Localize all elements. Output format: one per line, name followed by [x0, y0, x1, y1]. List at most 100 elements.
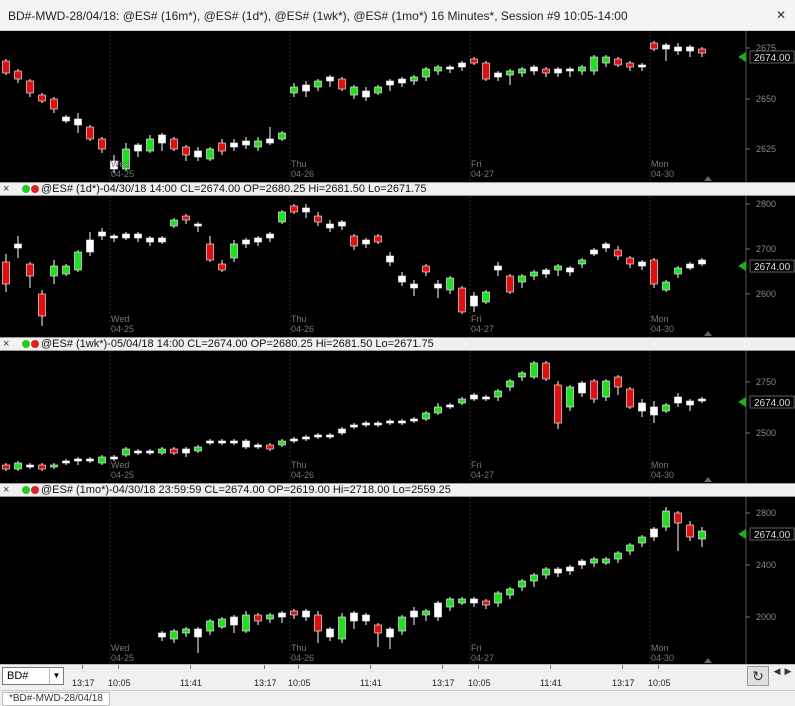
candle-body [278, 132, 286, 140]
window-title: BD#-MWD-28/04/18: @ES# (16m*), @ES# (1d*… [8, 9, 628, 23]
status-bar: *BD#-MWD-28/04/18 [0, 690, 795, 706]
candle-body [62, 460, 70, 464]
candle-body [434, 283, 442, 289]
pane-header-monthly[interactable]: × @ES# (1mo*)-04/30/18 23:59:59 CL=2674.… [0, 483, 795, 497]
candle-body [446, 66, 454, 70]
chart-svg: 2800240020002674.00Wed04-25Thu04-26Fri04… [109, 497, 795, 664]
candle-body [614, 376, 622, 388]
candle-body [314, 434, 322, 438]
candle-body [662, 510, 670, 528]
close-icon[interactable]: × [3, 484, 10, 496]
candle-body [374, 235, 382, 243]
candle-body [614, 552, 622, 560]
date-label: 04-26 [291, 470, 314, 480]
chart-pane-monthly[interactable]: 2800 2400 2000 2674.00 Wed 04-25 Thu 04-26 Fri 04… [0, 497, 795, 664]
candle-body [314, 614, 322, 632]
close-icon[interactable]: × [3, 338, 10, 350]
close-icon[interactable]: × [3, 183, 10, 195]
candle-body [2, 464, 10, 470]
chart-svg: 2675265026252674.00Wed04-25Thu04-26Fri04… [2, 31, 795, 182]
candle-body [554, 568, 562, 574]
candle-body [170, 448, 178, 454]
candle-body [170, 630, 178, 640]
candle-body [314, 215, 322, 223]
axis-tick-label: 2650 [756, 94, 776, 104]
candle-body [50, 98, 58, 110]
candle-body [326, 223, 334, 229]
time-axis[interactable]: 13:17 10:05 11:41 13:17 10:05 11:41 13:17 10:05… [0, 664, 795, 690]
pane-header-text: @ES# (1wk*)-05/04/18 14:00 CL=2674.00 OP… [41, 338, 434, 350]
day-label: Mon [651, 159, 669, 169]
scroll-right-icon[interactable]: ▶ [784, 666, 792, 676]
symbol-select[interactable]: BD# ▼ [2, 667, 64, 685]
candle-body [2, 261, 10, 285]
candle-body [362, 422, 370, 426]
candle-body [590, 56, 598, 72]
candle-body [242, 140, 250, 146]
candle-body [470, 598, 478, 604]
chart-pane-weekly[interactable]: 2750 2500 2674.00 Wed 04-25 Thu 04-26 Fri 04-27 M… [0, 351, 795, 483]
candle-body [26, 80, 34, 94]
candle-body [494, 72, 502, 78]
scroll-left-icon[interactable]: ◀ [773, 666, 781, 676]
time-axis-tick [370, 665, 371, 669]
candle-body [506, 588, 514, 596]
candle-body [146, 138, 154, 152]
symbol-select-value: BD# [7, 670, 29, 682]
candle-body [362, 90, 370, 98]
day-label: Thu [291, 314, 307, 324]
day-label: Fri [471, 460, 482, 470]
candle-body [74, 458, 82, 462]
candle-body [482, 62, 490, 80]
candle-body [230, 243, 238, 259]
candle-body [230, 616, 238, 626]
candle-body [482, 600, 490, 606]
chart-pane-16min[interactable]: 2675 2650 2625 2674.00 Wed 04-25 Thu 04-26 Fri 04… [0, 31, 795, 182]
candle-body [158, 632, 166, 638]
candle-body [218, 263, 226, 271]
axis-tick-label: 2700 [756, 244, 776, 254]
status-dot-green-icon [22, 185, 30, 193]
candle-body [614, 58, 622, 66]
chevron-down-icon[interactable]: ▼ [49, 668, 63, 684]
candle-body [662, 44, 670, 50]
day-label: Thu [291, 159, 307, 169]
workspace-tab[interactable]: *BD#-MWD-28/04/18 [2, 692, 110, 706]
candle-body [446, 404, 454, 408]
candle-body [266, 614, 274, 620]
candle-body [674, 267, 682, 275]
pane-header-weekly[interactable]: × @ES# (1wk*)-05/04/18 14:00 CL=2674.00 … [0, 337, 795, 351]
time-axis-tick [264, 665, 265, 669]
axis-tick-label: 2750 [756, 377, 776, 387]
candle-body [674, 46, 682, 52]
chart-pane-daily[interactable]: 2800 2700 2600 2674.00 Wed 04-25 Thu 04-26 Fri 04… [0, 196, 795, 337]
axis-tick-label: 2800 [756, 508, 776, 518]
close-icon[interactable]: ✕ [775, 8, 787, 22]
price-marker-label: 2674.00 [754, 398, 791, 409]
candle-body [254, 614, 262, 622]
candle-body [590, 249, 598, 255]
time-axis-tick [658, 665, 659, 669]
time-axis-tick [550, 665, 551, 669]
candle-body [698, 530, 706, 540]
date-label: 04-25 [111, 169, 134, 179]
pane-header-daily[interactable]: × @ES# (1d*)-04/30/18 14:00 CL=2674.00 O… [0, 182, 795, 196]
refresh-button[interactable]: ↻ [747, 666, 769, 686]
candle-body [422, 610, 430, 616]
date-label: 04-25 [111, 653, 134, 663]
candle-body [698, 259, 706, 265]
candle-body [86, 458, 94, 462]
price-marker-box [749, 50, 795, 64]
candle-body [98, 138, 106, 150]
candle-body [242, 614, 250, 632]
time-axis-label: 10:05 [468, 678, 491, 688]
candle-body [398, 616, 406, 632]
candle-body [530, 574, 538, 582]
candle-body [698, 398, 706, 402]
candle-body [110, 160, 118, 170]
candle-body [494, 265, 502, 271]
time-axis-tick [298, 665, 299, 669]
candle-body [506, 275, 514, 293]
candle-body [530, 362, 538, 378]
price-marker-arrow-icon [738, 261, 746, 271]
